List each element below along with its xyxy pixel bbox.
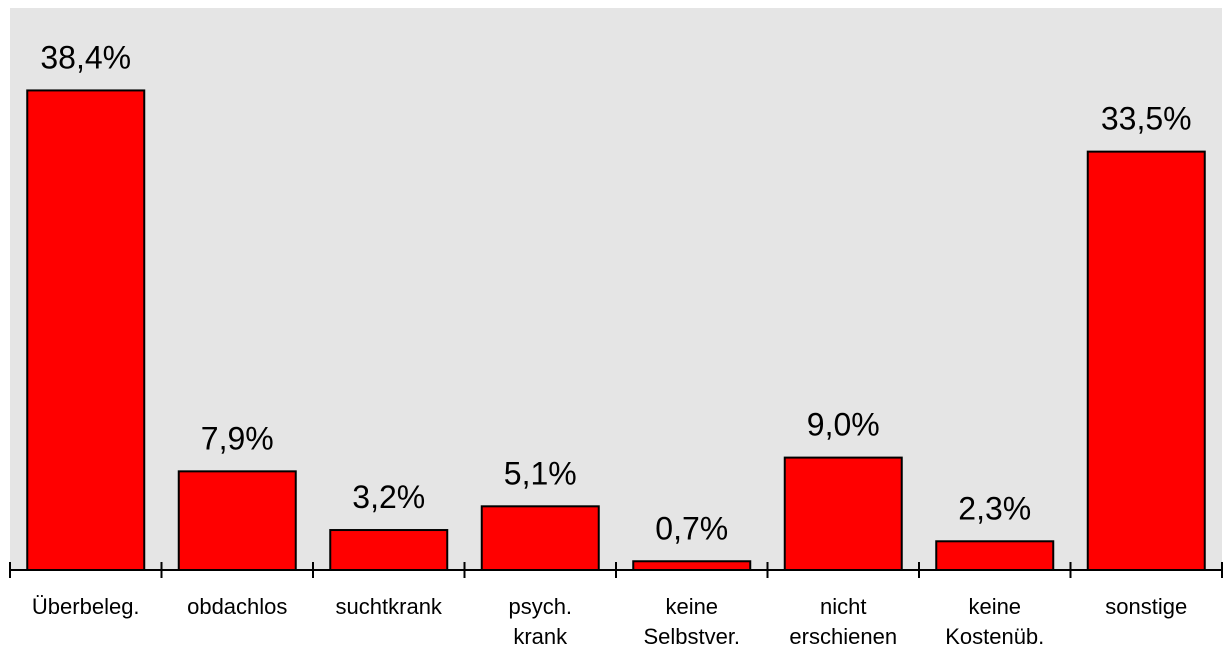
data-label: 33,5% [1101,101,1192,137]
bar [783,456,903,572]
x-tick-label: Überbeleg. [31,594,140,619]
data-label: 38,4% [40,39,131,75]
bar [632,560,752,571]
data-label: 7,9% [201,420,274,456]
data-label: 2,3% [958,490,1031,526]
bar [329,529,449,572]
data-label: 3,2% [352,479,425,515]
x-tick-label: obdachlos [187,594,288,619]
x-tick-label: sonstige [1105,594,1188,619]
data-label: 9,0% [807,407,880,443]
bar [480,505,600,572]
x-tick-label: suchtkrank [335,594,442,619]
x-tick-label: nicht erschienen [789,594,898,649]
bar [26,89,146,571]
bar [1086,150,1206,571]
data-label: 5,1% [504,455,577,491]
data-label: 0,7% [655,510,728,546]
x-tick-label: psych. krank [508,594,573,649]
x-tick-label: keine Selbstver. [643,594,741,649]
x-tick-label: keine Kostenüb. [945,594,1045,649]
bar [935,540,1055,572]
bar [177,470,297,571]
